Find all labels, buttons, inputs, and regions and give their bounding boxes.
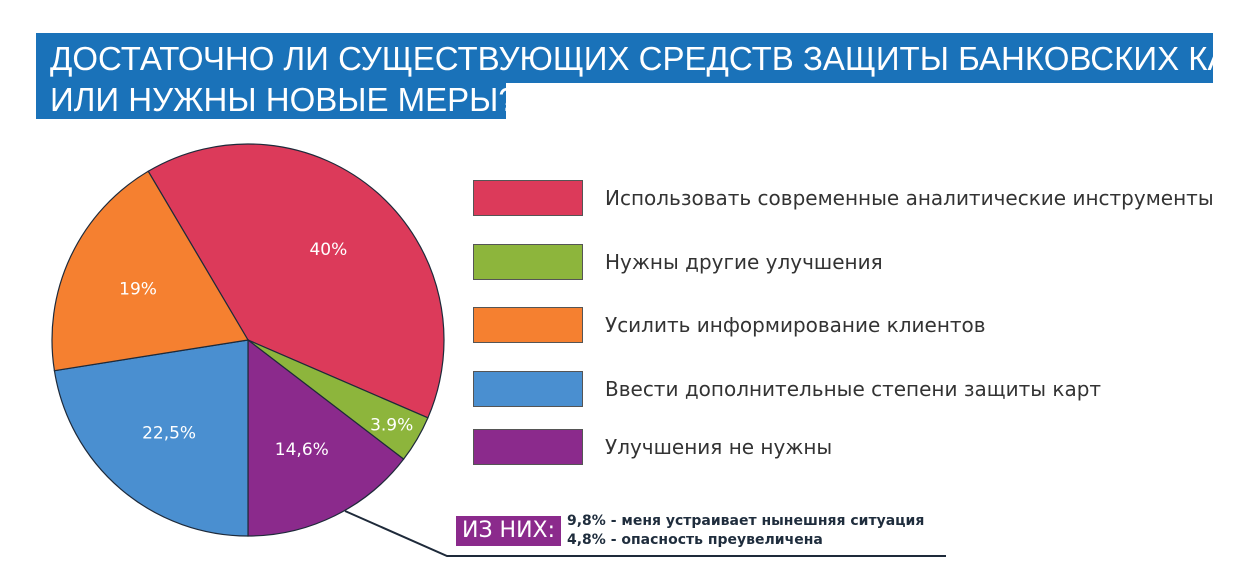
legend-item: Нужны другие улучшения — [473, 244, 883, 280]
annotation-leader-line — [344, 510, 946, 557]
legend-swatch — [473, 180, 583, 216]
legend-item: Усилить информирование клиентов — [473, 307, 986, 343]
legend-label: Нужны другие улучшения — [605, 250, 883, 274]
pie-slice — [147, 143, 445, 419]
legend-label: Использовать современные аналитические и… — [605, 186, 1214, 210]
slice-data-label: 22,5% — [142, 423, 196, 443]
legend-label: Улучшения не нужны — [605, 435, 833, 459]
chart-title-line-2: ИЛИ НУЖНЫ НОВЫЕ МЕРЫ? — [36, 83, 517, 119]
legend-item: Улучшения не нужны — [473, 429, 832, 465]
legend-label: Усилить информирование клиентов — [605, 313, 986, 337]
slice-data-label: 14,6% — [275, 440, 329, 460]
slice-data-label: 3.9% — [370, 415, 413, 435]
legend-swatch — [473, 307, 583, 343]
legend-swatch — [473, 429, 583, 465]
pie-slice — [53, 339, 249, 537]
legend-swatch — [473, 371, 583, 407]
legend-item: Ввести дополнительные степени защиты кар… — [473, 371, 1101, 407]
annotation-item: 9,8% - меня устраивает нынешняя ситуация — [567, 513, 925, 529]
slice-data-label: 19% — [119, 279, 157, 299]
pie-slice — [247, 338, 405, 537]
chart-title-line-1: ДОСТАТОЧНО ЛИ СУЩЕСТВУЮЩИХ СРЕДСТВ ЗАЩИТ… — [36, 33, 1241, 83]
annotation-label: ИЗ НИХ: — [456, 516, 562, 546]
slice-data-label: 40% — [309, 240, 347, 260]
legend-label: Ввести дополнительные степени защиты кар… — [605, 377, 1102, 401]
legend-swatch — [473, 244, 583, 280]
pie-slice — [51, 170, 249, 372]
legend-item: Использовать современные аналитические и… — [473, 180, 1214, 216]
annotation-item: 4,8% - опасность преувеличена — [567, 532, 823, 548]
